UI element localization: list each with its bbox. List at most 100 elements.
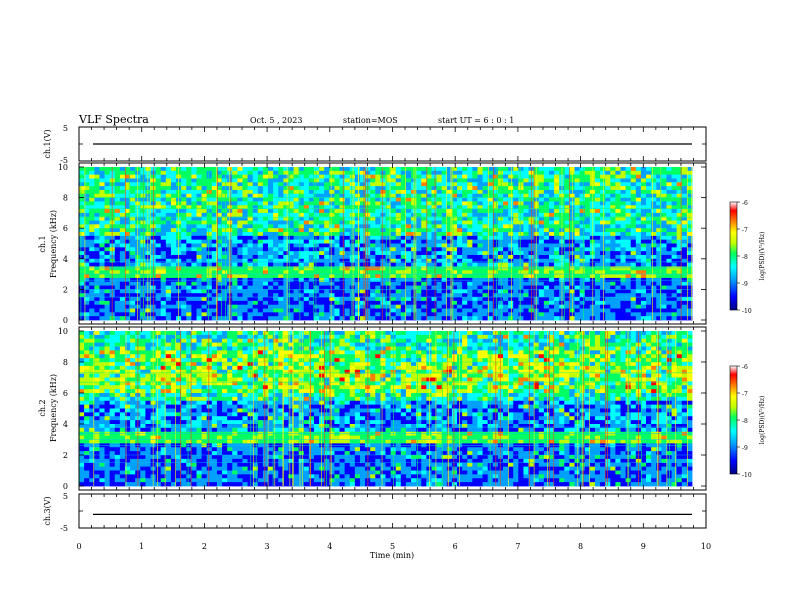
spectrogram-cell — [268, 274, 274, 279]
spectrogram-cell — [165, 266, 172, 271]
spectrogram-cell — [508, 266, 514, 271]
spectrogram-cell — [104, 293, 111, 298]
spectrogram-cell — [472, 316, 478, 321]
spectrogram-cell — [79, 235, 85, 241]
spectrogram-cell — [94, 201, 100, 206]
spectrogram-cell — [686, 270, 693, 275]
spectrogram-cell — [676, 182, 683, 187]
spectrogram-cell — [416, 281, 422, 286]
spectrogram-cell — [165, 247, 172, 252]
spectrogram-cell — [216, 297, 223, 302]
spectrogram-cell — [227, 300, 233, 306]
spectrogram-cell — [308, 254, 315, 260]
spectrogram-cell — [222, 216, 228, 221]
spectrogram-cell — [467, 220, 473, 225]
spectrogram-cell — [492, 281, 499, 286]
spectrogram-cell — [661, 209, 667, 214]
spectrogram-cell — [247, 258, 254, 264]
spectrogram-cell — [334, 197, 340, 202]
spectrogram-cell — [211, 243, 218, 248]
spectrogram-cell — [375, 186, 381, 191]
spectrogram-cell — [457, 186, 463, 191]
spectrogram-cell — [610, 308, 616, 313]
spectrogram-cell — [671, 266, 678, 271]
spectrogram-cell — [385, 167, 392, 172]
spectrogram-cell — [370, 254, 376, 260]
spectrogram-cell — [487, 174, 494, 179]
spectrogram-cell — [441, 285, 448, 290]
spectrogram-cell — [528, 224, 535, 229]
spectrogram-cell — [661, 270, 667, 275]
spectrogram-cell — [313, 243, 320, 248]
spectrogram-cell — [676, 243, 683, 248]
spectrogram-cell — [79, 167, 85, 172]
spectrogram-cell — [329, 300, 335, 306]
spectrogram-cell — [114, 201, 121, 206]
spectrogram-cell — [574, 270, 581, 275]
spectrogram-cell — [186, 289, 192, 294]
spectrogram-cell — [293, 189, 300, 195]
spectrogram-cell — [79, 308, 85, 313]
spectrogram-cell — [181, 300, 187, 306]
spectrogram-cell — [308, 193, 315, 198]
spectrogram-cell — [508, 262, 514, 267]
spectrogram-cell — [656, 174, 662, 179]
spectrogram-cell — [600, 216, 606, 221]
spectrogram-cell — [380, 170, 386, 176]
spectrogram-cell — [380, 300, 386, 306]
spectrogram-cell — [395, 308, 402, 313]
spectrogram-cell — [84, 228, 90, 233]
figure-title: VLF Spectra — [78, 113, 149, 126]
spectrogram-cell — [482, 254, 489, 260]
spectrogram-cell — [538, 205, 545, 210]
spectrogram-cell — [436, 220, 443, 225]
spectrogram-cell — [523, 186, 529, 191]
spectrogram-cell — [375, 258, 381, 264]
spectrogram-cell — [84, 209, 90, 214]
spectrogram-cell — [671, 167, 678, 172]
spectrogram-cell — [354, 247, 361, 252]
spectrogram-cell — [206, 178, 213, 183]
spectrogram-cell — [610, 235, 616, 241]
spectrogram-cell — [538, 216, 545, 221]
spectrogram-cell — [216, 281, 223, 286]
spectrogram-cell — [273, 258, 279, 264]
spectrogram-cell — [196, 251, 202, 256]
spectrogram-cell — [334, 254, 340, 260]
spectrogram-cell — [313, 189, 320, 195]
spectrogram-cell — [242, 189, 248, 195]
spectrogram-cell — [666, 247, 672, 252]
spectrogram-cell — [380, 205, 386, 210]
spectrogram-cell — [196, 285, 202, 290]
spectrogram-cell — [584, 209, 591, 214]
spectrogram-cell — [242, 262, 248, 267]
spectrogram-cell — [605, 266, 611, 271]
spectrogram-cell — [620, 285, 626, 290]
spectrogram-cell — [400, 216, 407, 221]
spectrogram-cell — [124, 212, 131, 218]
spectrogram-cell — [385, 205, 392, 210]
spectrogram-cell — [426, 297, 432, 302]
spectrogram-cell — [232, 243, 238, 248]
spectrogram-cell — [513, 251, 519, 256]
spectrogram-cell — [620, 243, 626, 248]
spectrogram-cell — [584, 235, 591, 241]
spectrogram-cell — [421, 178, 427, 183]
spectrogram-cell — [186, 186, 192, 191]
spectrogram-cell — [124, 167, 131, 172]
spectrogram-cell — [487, 308, 494, 313]
spectrogram-cell — [359, 239, 366, 244]
spectrogram-cell — [681, 297, 688, 302]
spectrogram-cell — [436, 189, 443, 195]
spectrogram-cell — [380, 186, 386, 191]
spectrogram-cell — [303, 274, 310, 279]
spectrogram-cell — [605, 297, 611, 302]
spectrogram-cell — [538, 266, 545, 271]
spectrogram-cell — [257, 174, 264, 179]
spectrogram-cell — [216, 235, 223, 241]
spectrogram-cell — [594, 254, 601, 260]
spectrogram-cell — [313, 247, 320, 252]
spectrogram-cell — [513, 297, 519, 302]
spectrogram-cell — [686, 308, 693, 313]
spectrogram-cell — [538, 297, 545, 302]
